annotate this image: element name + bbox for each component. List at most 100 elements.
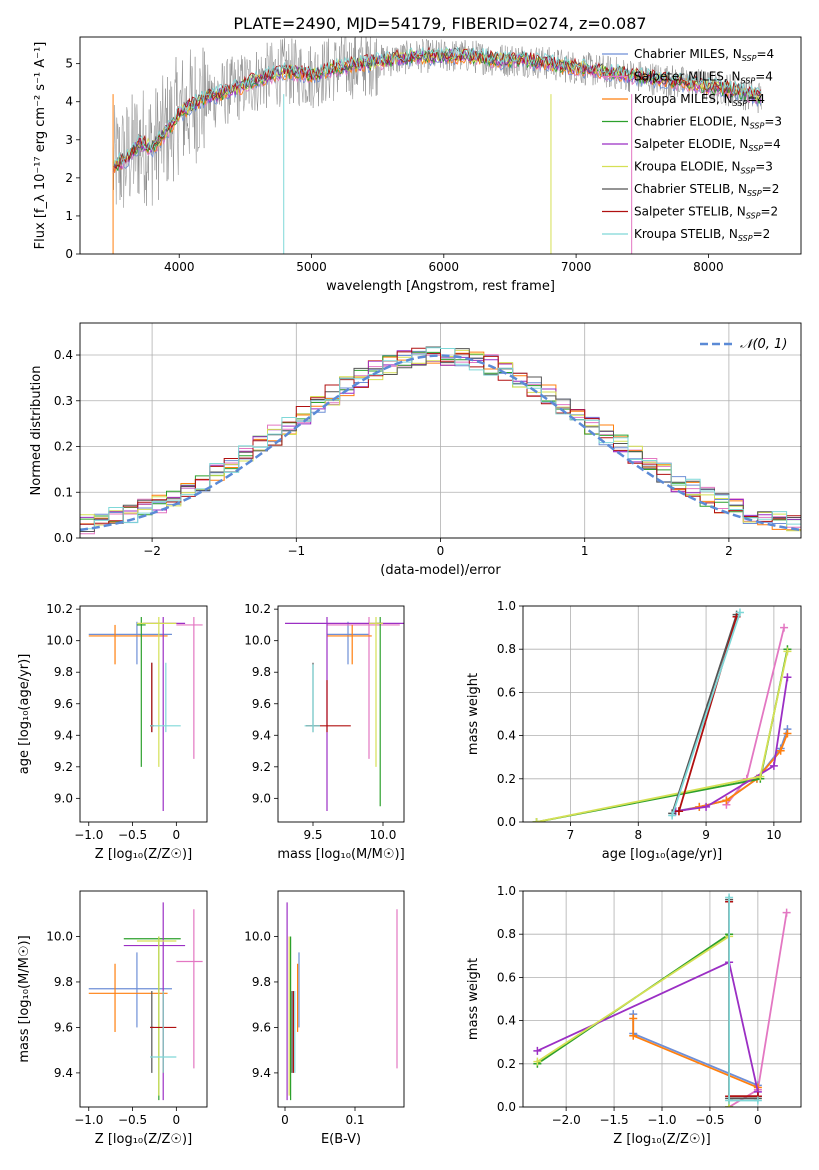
mass-weight-point	[532, 818, 541, 822]
x-tick-label: 0	[437, 544, 445, 558]
legend-label: Kroupa MILES, NSSP=4	[634, 92, 765, 108]
x-tick-label: 0	[281, 1113, 289, 1127]
x-tick-label: 9	[702, 828, 710, 842]
mass-weight-point	[780, 623, 789, 632]
legend-label: Chabrier MILES, NSSP=4	[634, 47, 774, 63]
plot-area-spectrum	[112, 37, 762, 254]
y-tick-label: 0.4	[497, 729, 516, 743]
legend-label: Chabrier ELODIE, NSSP=3	[634, 115, 782, 131]
y-tick-label: 0.8	[497, 642, 516, 656]
x-tick-label: −1.5	[599, 1113, 628, 1127]
y-tick-label: 1.0	[497, 599, 516, 613]
x-tick-label: 10.0	[370, 828, 397, 842]
x-axis-label: E(B-V)	[321, 1132, 361, 1147]
axes-frame	[522, 605, 802, 823]
y-tick-label: 10.0	[46, 634, 73, 648]
y-tick-label: 0.4	[54, 348, 73, 362]
y-tick-label: 0.0	[54, 531, 73, 545]
x-tick-label: −0.5	[118, 828, 147, 842]
y-tick-label: 0	[65, 247, 73, 261]
model-spectrum-line	[112, 51, 761, 173]
x-tick-label: 6000	[429, 260, 460, 274]
y-tick-label: 5	[65, 57, 73, 71]
x-tick-label: −1.0	[74, 1113, 103, 1127]
mass-weight-point	[668, 811, 677, 820]
x-tick-label: −2	[143, 544, 161, 558]
y-tick-label: 9.6	[54, 697, 73, 711]
axes-frame	[79, 36, 802, 255]
y-tick-label: 10.0	[244, 929, 271, 943]
y-tick-label: 10.2	[244, 602, 271, 616]
x-tick-label: 0	[173, 1113, 181, 1127]
y-axis-label: age [log₁₀(age/yr)]	[17, 654, 32, 775]
axes-frame	[79, 322, 802, 539]
y-tick-label: 9.8	[252, 665, 271, 679]
x-tick-label: −1	[287, 544, 305, 558]
y-tick-label: 9.8	[252, 975, 271, 989]
axes-frame	[522, 890, 802, 1108]
mass-weight-point	[629, 1031, 638, 1040]
y-tick-label: 0.2	[497, 1057, 516, 1071]
x-axis-label: Z [log₁₀(Z/Z☉)]	[613, 1132, 710, 1147]
legend-label: Salpeter MILES, NSSP=4	[634, 70, 773, 86]
y-tick-label: 9.6	[252, 1020, 271, 1034]
y-tick-label: 2	[65, 171, 73, 185]
mass-weight-line	[671, 612, 741, 816]
y-tick-label: 9.4	[252, 728, 271, 742]
y-tick-label: 0.0	[497, 815, 516, 829]
legend-label: Kroupa STELIB, NSSP=2	[634, 227, 770, 243]
residual-histogram	[80, 346, 801, 532]
x-tick-label: 2	[725, 544, 733, 558]
model-spectrum-line	[112, 46, 762, 167]
mass-weight-point	[674, 807, 683, 816]
x-axis-label: Z [log₁₀(Z/Z☉)]	[95, 1132, 192, 1147]
mass-weight-point	[702, 802, 711, 811]
y-tick-label: 10.0	[46, 929, 73, 943]
y-tick-label: 9.2	[54, 760, 73, 774]
y-tick-label: 9.4	[54, 1066, 73, 1080]
y-tick-label: 9.0	[252, 791, 271, 805]
mass-weight-point	[783, 729, 792, 738]
plot-area-weight-vs-z	[533, 893, 791, 1107]
x-tick-label: 0	[173, 828, 181, 842]
y-tick-label: 0.3	[54, 394, 73, 408]
plot-area-age-vs-z	[88, 617, 203, 811]
y-tick-label: 10.2	[46, 602, 73, 616]
y-tick-label: 9.4	[54, 728, 73, 742]
y-tick-label: 0.2	[497, 772, 516, 786]
y-tick-label: 9.0	[54, 791, 73, 805]
y-tick-label: 0.4	[497, 1014, 516, 1028]
x-tick-label: 9.5	[303, 828, 322, 842]
plot-area-residuals	[80, 346, 801, 535]
y-tick-label: 9.8	[54, 665, 73, 679]
mass-weight-point	[769, 761, 778, 770]
residual-histogram	[80, 347, 801, 525]
model-spectrum-line	[112, 47, 762, 170]
mass-weight-point	[756, 772, 765, 781]
x-tick-label: 8000	[693, 260, 724, 274]
mass-weight-point	[782, 908, 791, 917]
mass-weight-line	[537, 961, 759, 1097]
mass-weight-point	[722, 796, 731, 805]
y-axis-label: Flux [f_λ 10⁻¹⁷ erg cm⁻² s⁻¹ A⁻¹]	[33, 42, 48, 250]
y-tick-label: 9.6	[252, 697, 271, 711]
axes-frame	[79, 605, 208, 823]
y-axis-label: Normed distribution	[29, 366, 44, 496]
x-tick-label: 0	[754, 1113, 762, 1127]
y-tick-label: 10.0	[244, 634, 271, 648]
y-tick-label: 0.6	[497, 685, 516, 699]
x-tick-label: −0.5	[695, 1113, 724, 1127]
x-tick-label: 5000	[296, 260, 327, 274]
y-tick-label: 1.0	[497, 884, 516, 898]
legend-label: Salpeter ELODIE, NSSP=4	[634, 137, 781, 153]
plot-area-mass-vs-ebv	[286, 902, 398, 1101]
x-axis-label: mass [log₁₀(M/M☉)]	[277, 847, 404, 862]
legend-label: 𝒩(0, 1)	[740, 337, 787, 352]
mass-weight-line	[675, 677, 789, 813]
y-tick-label: 4	[65, 95, 73, 109]
mass-weight-point	[629, 1014, 638, 1023]
plot-area-mass-vs-z	[88, 902, 203, 1101]
axes-frame	[277, 890, 405, 1108]
x-tick-label: −0.5	[118, 1113, 147, 1127]
x-axis-label: wavelength [Angstrom, rest frame]	[326, 279, 555, 294]
